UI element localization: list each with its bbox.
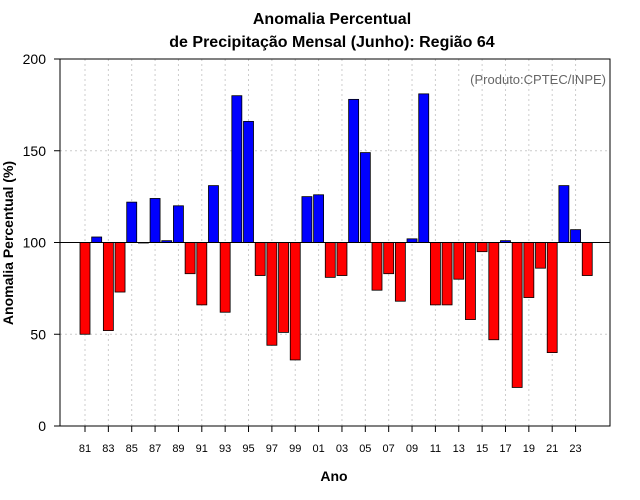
bar-2005 bbox=[359, 152, 371, 243]
bar-1995 bbox=[243, 120, 254, 243]
x-tick-label: 17 bbox=[499, 443, 511, 455]
bar-2021 bbox=[546, 242, 558, 353]
x-tick-label: 21 bbox=[546, 443, 558, 455]
x-tick-label: 85 bbox=[126, 443, 138, 455]
bar-2002 bbox=[324, 242, 336, 278]
x-tick-label: 23 bbox=[569, 443, 581, 455]
credit-text: (Produto:CPTEC/INPE) bbox=[470, 72, 606, 87]
bar-2022 bbox=[558, 185, 570, 243]
chart-title-line2: de Precipitação Mensal (Junho): Região 6… bbox=[169, 34, 495, 51]
x-tick-label: 93 bbox=[219, 443, 231, 455]
bar-2019 bbox=[523, 242, 535, 298]
bar-2009 bbox=[406, 238, 418, 243]
gridlines bbox=[60, 59, 610, 426]
bar-1983 bbox=[102, 242, 114, 331]
bar-1997 bbox=[266, 242, 278, 346]
bar-2018 bbox=[511, 242, 523, 388]
bar-2016 bbox=[488, 242, 500, 341]
x-tick-label: 11 bbox=[430, 443, 441, 455]
y-tick-label: 200 bbox=[23, 51, 47, 67]
bar-2006 bbox=[371, 242, 383, 291]
bar-1984 bbox=[114, 242, 126, 293]
x-tick-label: 91 bbox=[196, 443, 208, 455]
y-tick-label: 50 bbox=[30, 326, 46, 342]
y-axis-ticks: 0 50 100 150 200 bbox=[23, 51, 60, 434]
y-tick-label: 100 bbox=[23, 235, 47, 251]
bar-1981 bbox=[79, 242, 91, 335]
x-axis-title: Ano bbox=[320, 468, 347, 484]
bar-2015 bbox=[476, 242, 488, 253]
x-axis-ticks: 81 83 85 87 89 91 93 95 97 99 01 03 05 07 09 11 13 15 17 19… bbox=[79, 426, 582, 455]
x-tick-label: 07 bbox=[383, 443, 395, 455]
x-tick-label: 81 bbox=[79, 443, 91, 455]
bar-1985 bbox=[126, 201, 138, 243]
bar-2004 bbox=[348, 98, 360, 243]
bar-2007 bbox=[383, 242, 395, 275]
x-tick-label: 01 bbox=[312, 443, 324, 455]
bar-1998 bbox=[278, 242, 289, 333]
y-tick-label: 0 bbox=[38, 418, 46, 434]
bar-2024 bbox=[581, 242, 593, 276]
bar-2000 bbox=[301, 196, 313, 243]
bar-1999 bbox=[289, 242, 301, 361]
bars bbox=[79, 93, 593, 388]
bar-2013 bbox=[453, 242, 465, 280]
x-tick-label: 09 bbox=[406, 443, 418, 455]
bar-2014 bbox=[465, 242, 476, 320]
x-tick-label: 87 bbox=[149, 443, 161, 455]
bar-2023 bbox=[570, 229, 581, 243]
bar-2008 bbox=[394, 242, 406, 302]
x-tick-label: 13 bbox=[453, 443, 465, 455]
bar-1987 bbox=[149, 198, 161, 243]
x-tick-label: 19 bbox=[523, 443, 535, 455]
bar-1990 bbox=[184, 242, 196, 275]
y-axis-title: Anomalia Percentual (%) bbox=[0, 161, 16, 325]
bar-1992 bbox=[208, 185, 219, 243]
bar-2020 bbox=[535, 242, 546, 269]
x-tick-label: 05 bbox=[359, 443, 371, 455]
x-tick-label: 89 bbox=[172, 443, 184, 455]
bar-1991 bbox=[196, 242, 208, 306]
bar-2012 bbox=[441, 242, 453, 306]
x-tick-label: 83 bbox=[102, 443, 114, 455]
x-tick-label: 97 bbox=[266, 443, 278, 455]
bar-2010 bbox=[418, 93, 430, 243]
bar-1989 bbox=[173, 205, 184, 243]
bar-1994 bbox=[231, 95, 243, 243]
x-tick-label: 95 bbox=[242, 443, 254, 455]
bar-2001 bbox=[313, 194, 325, 243]
bar-2003 bbox=[336, 242, 348, 276]
chart-title-line1: Anomalia Percentual bbox=[253, 11, 411, 28]
x-tick-label: 03 bbox=[336, 443, 348, 455]
x-tick-label: 15 bbox=[476, 443, 488, 455]
bar-1993 bbox=[219, 242, 231, 313]
y-tick-label: 150 bbox=[23, 143, 47, 159]
x-tick-label: 99 bbox=[289, 443, 301, 455]
bar-2011 bbox=[429, 242, 441, 306]
bar-1996 bbox=[254, 242, 266, 276]
bar-1982 bbox=[91, 236, 103, 243]
